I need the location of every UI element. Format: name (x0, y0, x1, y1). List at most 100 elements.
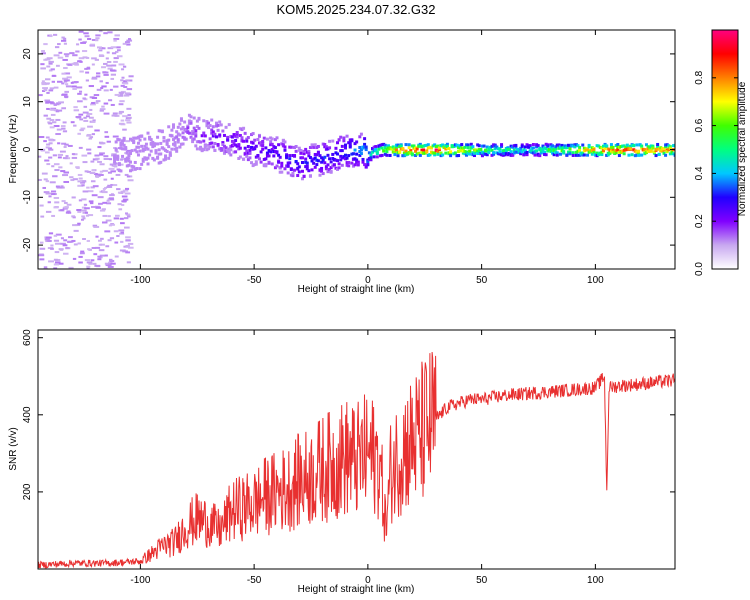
heatmap-cell (53, 234, 58, 237)
heatmap-cell (600, 153, 604, 157)
heatmap-cell (334, 158, 338, 162)
heatmap-cell (110, 177, 114, 180)
heatmap-cell (449, 150, 453, 154)
heatmap-cell (123, 86, 128, 89)
heatmap-cell (186, 124, 190, 128)
heatmap-cell (490, 148, 494, 152)
heatmap-cell (313, 156, 317, 160)
heatmap-cell (49, 181, 56, 184)
heatmap-cell (511, 145, 515, 149)
heatmap-cell (91, 205, 96, 208)
heatmap-cell (51, 214, 56, 217)
heatmap-cell (305, 150, 309, 154)
heatmap-cell (107, 171, 112, 174)
heatmap-cell (44, 159, 50, 162)
heatmap-cell (304, 160, 308, 164)
heatmap-cell (85, 79, 89, 82)
heatmap-cell (78, 261, 83, 264)
heatmap-cell (191, 137, 195, 141)
heatmap-cell (595, 154, 599, 158)
heatmap-cell (65, 85, 72, 88)
heatmap-cell (250, 161, 254, 165)
heatmap-cell (315, 153, 319, 157)
heatmap-cell (334, 146, 338, 150)
heatmap-cell (457, 146, 461, 150)
heatmap-cell (56, 186, 63, 189)
heatmap-cell (300, 169, 304, 173)
heatmap-cell (240, 139, 244, 143)
heatmap-cell (157, 161, 161, 165)
heatmap-cell (425, 143, 429, 147)
heatmap-cell (67, 144, 73, 147)
heatmap-cell (195, 140, 199, 144)
spectrogram-y-tick-label: 0 (22, 146, 33, 152)
heatmap-cell (103, 62, 108, 65)
spectrogram-y-tick-label: 20 (22, 48, 33, 60)
heatmap-cell (463, 149, 467, 153)
heatmap-cell (117, 163, 121, 167)
heatmap-cell (66, 76, 72, 79)
heatmap-cell (53, 54, 60, 57)
heatmap-cell (356, 163, 360, 167)
heatmap-cell (48, 148, 54, 151)
heatmap-cell (558, 145, 562, 149)
heatmap-cell (118, 91, 125, 94)
heatmap-cell (406, 152, 410, 156)
heatmap-cell (90, 43, 95, 46)
heatmap-cell (124, 192, 131, 195)
heatmap-cell (98, 202, 103, 205)
heatmap-cell (307, 151, 311, 155)
heatmap-cell (138, 149, 142, 153)
heatmap-cell (587, 150, 591, 154)
heatmap-cell (331, 152, 335, 156)
heatmap-cell (401, 147, 405, 151)
heatmap-cell (118, 63, 125, 66)
snr-y-tick-label: 200 (22, 483, 33, 500)
heatmap-cell (170, 147, 174, 151)
heatmap-cell (41, 49, 45, 52)
heatmap-cell (656, 142, 660, 146)
heatmap-cell (48, 232, 54, 235)
heatmap-cell (79, 90, 83, 93)
heatmap-cell (256, 154, 260, 158)
heatmap-cell (99, 152, 105, 155)
heatmap-cell (54, 201, 60, 204)
heatmap-cell (103, 73, 109, 76)
heatmap-cell (58, 262, 64, 265)
heatmap-cell (135, 136, 139, 140)
heatmap-cell (552, 148, 556, 152)
heatmap-cell (474, 148, 478, 152)
heatmap-cell (45, 78, 51, 81)
heatmap-cell (555, 153, 559, 157)
snr-y-axis-label: SNR (v/v) (8, 427, 19, 470)
heatmap-cell (91, 39, 96, 42)
heatmap-cell (85, 71, 90, 74)
heatmap-cell (433, 143, 437, 147)
heatmap-cell (57, 153, 64, 156)
heatmap-cell (436, 144, 440, 148)
heatmap-cell (453, 151, 457, 155)
heatmap-cell (101, 85, 107, 88)
heatmap-cell (141, 147, 145, 151)
heatmap-cell (79, 118, 84, 121)
heatmap-cell (606, 151, 610, 155)
heatmap-cell (57, 56, 64, 59)
colorbar-tick-label: 0.8 (694, 70, 705, 84)
heatmap-cell (396, 154, 400, 158)
heatmap-cell (640, 146, 644, 150)
heatmap-cell (549, 143, 553, 147)
heatmap-cell (278, 170, 282, 174)
heatmap-cell (262, 157, 266, 161)
heatmap-cell (54, 242, 61, 245)
heatmap-cell (51, 121, 57, 124)
heatmap-cell (64, 72, 71, 75)
heatmap-cell (104, 186, 108, 189)
heatmap-cell (98, 49, 103, 52)
heatmap-cell (194, 132, 198, 136)
heatmap-cell (525, 150, 529, 154)
heatmap-cell (96, 88, 102, 91)
heatmap-cell (603, 144, 607, 148)
heatmap-cell (254, 144, 258, 148)
heatmap-cell (398, 150, 402, 154)
heatmap-cell (88, 85, 94, 88)
